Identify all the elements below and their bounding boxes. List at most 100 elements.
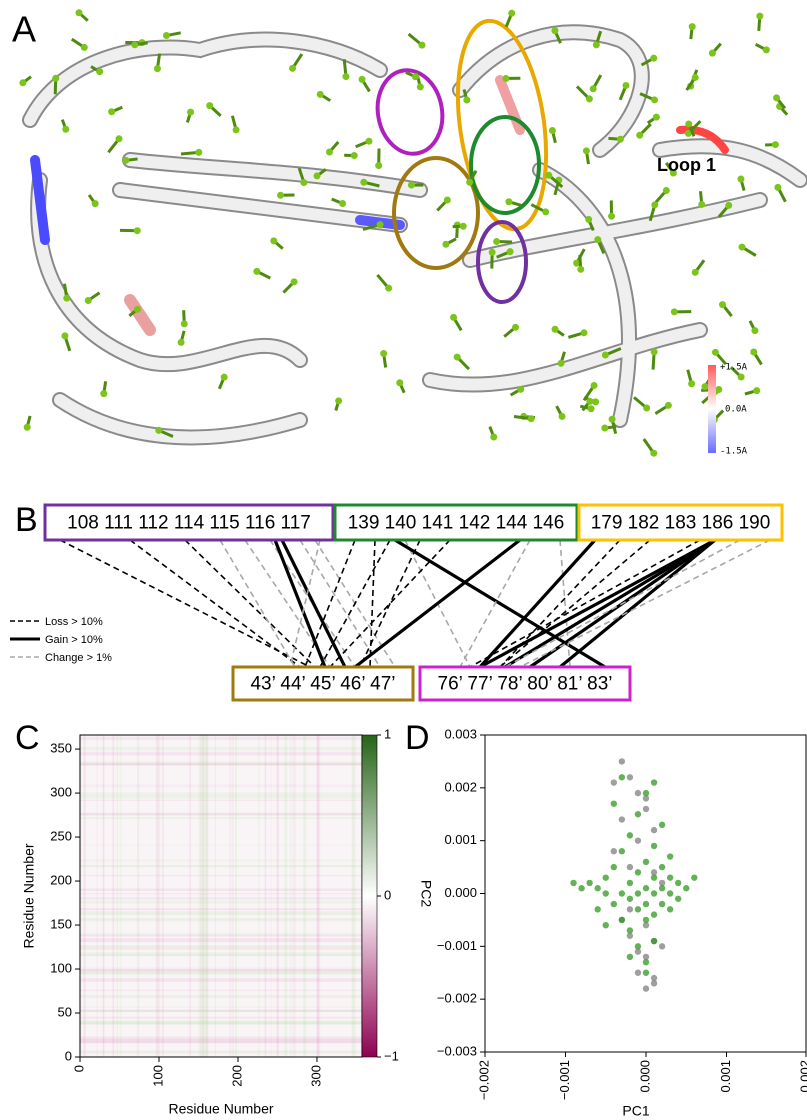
arrow-head xyxy=(552,326,559,333)
heatmap-texture xyxy=(162,735,164,1057)
arrow-head xyxy=(335,397,342,404)
scatter-point xyxy=(667,890,673,896)
arrow-head xyxy=(653,114,660,121)
heatmap-texture xyxy=(103,735,104,1057)
arrow-head xyxy=(773,94,780,101)
arrow-head xyxy=(737,175,744,182)
arrow-head xyxy=(617,136,624,143)
heatmap-texture xyxy=(200,735,203,1057)
heatmap-texture xyxy=(206,735,209,1057)
arrow-head xyxy=(602,352,609,359)
scatter-point xyxy=(619,816,625,822)
scale-label: 0.0A xyxy=(725,405,747,415)
contact-link xyxy=(275,540,325,667)
arrow-head xyxy=(314,172,321,179)
contact-link xyxy=(370,540,375,667)
arrow-head xyxy=(460,223,467,230)
y-tick-label: 0.000 xyxy=(444,885,477,900)
scatter-point xyxy=(603,874,609,880)
scatter-point xyxy=(635,837,641,843)
y-tick-label: 350 xyxy=(50,741,72,756)
arrow-head xyxy=(709,50,716,57)
arrow-head xyxy=(753,387,760,394)
x-tick-label: 0.002 xyxy=(797,1060,807,1093)
scatter-point xyxy=(611,779,617,785)
scatter-point xyxy=(627,906,633,912)
arrow-head xyxy=(583,147,590,154)
arrow-head xyxy=(181,320,188,327)
arrow-head xyxy=(585,216,592,223)
arrow-head xyxy=(450,314,457,321)
arrow-head xyxy=(590,85,597,92)
scatter-point xyxy=(651,827,657,833)
heatmap-texture xyxy=(80,969,362,972)
arrow-head xyxy=(507,248,514,255)
arrow-head xyxy=(92,200,99,207)
arrow-head xyxy=(206,102,213,109)
arrow-head xyxy=(187,109,194,116)
scatter-point xyxy=(659,822,665,828)
contact-link xyxy=(290,540,320,667)
arrow-head xyxy=(586,95,593,102)
contact-link xyxy=(185,540,315,667)
heatmap-texture xyxy=(80,784,362,787)
contact-links xyxy=(60,540,770,667)
heatmap-texture xyxy=(80,948,362,949)
heatmap-texture xyxy=(80,935,362,937)
arrow-head xyxy=(542,208,549,215)
arrow-head xyxy=(665,402,672,409)
scatter-point xyxy=(643,917,649,923)
arrow-head xyxy=(360,179,367,186)
heatmap-texture xyxy=(277,735,279,1057)
arrow-head xyxy=(586,398,593,405)
arrow-head xyxy=(493,238,500,245)
heatmap-texture xyxy=(156,735,159,1057)
scatter-point xyxy=(627,880,633,886)
arrow-head xyxy=(489,249,496,256)
arrow-head xyxy=(359,76,366,83)
contact-link xyxy=(60,540,310,667)
arrow-head xyxy=(609,416,616,423)
heatmap-texture xyxy=(303,735,306,1057)
scatter-point xyxy=(635,811,641,817)
scatter-point xyxy=(675,880,681,886)
arrow-head xyxy=(61,332,68,339)
y-tick-label: 0.003 xyxy=(444,726,477,741)
arrow-head xyxy=(454,354,461,361)
arrow-head xyxy=(593,41,600,48)
scatter-point xyxy=(643,790,649,796)
arrow-head xyxy=(289,65,296,72)
scatter-point xyxy=(627,927,633,933)
arrow-head xyxy=(444,197,451,204)
colorbar-tick-label: 0 xyxy=(384,887,391,902)
colorbar-tick-label: 1 xyxy=(384,726,391,741)
scatter-point xyxy=(627,896,633,902)
y-tick-label: 50 xyxy=(58,1004,72,1019)
contact-link xyxy=(505,540,740,667)
heatmap-texture xyxy=(97,735,98,1057)
heatmap-texture xyxy=(189,735,191,1057)
y-tick-label: 0 xyxy=(65,1048,72,1063)
contact-link xyxy=(560,540,570,667)
arrow-head xyxy=(692,269,699,276)
arrow-head xyxy=(591,382,598,389)
annotation: Loop 1 xyxy=(657,155,716,175)
arrow-head xyxy=(365,138,372,145)
arrow-head xyxy=(738,374,745,381)
heatmap-texture xyxy=(80,952,362,956)
scatter-point xyxy=(643,859,649,865)
panel-label: B xyxy=(15,501,38,539)
arrow-head xyxy=(698,201,705,208)
arrow-head xyxy=(772,141,779,148)
arrow-head xyxy=(24,424,31,431)
scatter-point xyxy=(667,853,673,859)
scatter-point xyxy=(651,980,657,986)
y-tick-label: 300 xyxy=(50,785,72,800)
arrow-head xyxy=(396,379,403,386)
heatmap-texture xyxy=(284,735,287,1057)
scatter-point xyxy=(595,906,601,912)
heatmap-texture xyxy=(80,761,362,765)
y-tick-label: 0.002 xyxy=(444,779,477,794)
x-tick-label: −0.002 xyxy=(476,1060,491,1100)
scatter-point xyxy=(651,938,657,944)
